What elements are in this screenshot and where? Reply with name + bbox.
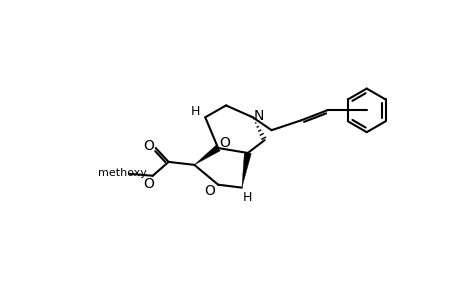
Text: N: N <box>253 109 263 123</box>
Text: H: H <box>190 105 200 118</box>
Text: O: O <box>219 136 230 150</box>
Polygon shape <box>241 152 251 188</box>
Text: O: O <box>143 177 154 191</box>
Text: O: O <box>204 184 215 198</box>
Polygon shape <box>194 145 220 165</box>
Text: methoxy: methoxy <box>97 168 146 178</box>
Text: H: H <box>243 191 252 204</box>
Text: O: O <box>143 139 154 153</box>
